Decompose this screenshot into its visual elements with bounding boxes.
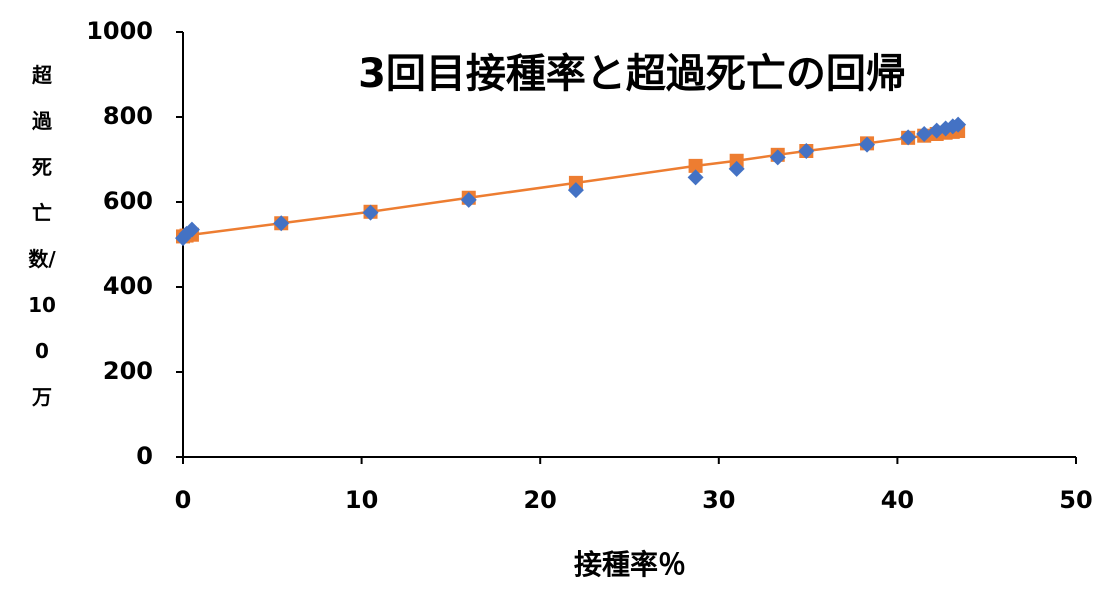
diamond-marker [769, 149, 786, 166]
square-marker [729, 153, 744, 168]
y-tick-label: 800 [103, 102, 153, 130]
y-tick-label: 0 [136, 442, 153, 470]
diamond-marker [859, 136, 876, 153]
x-axis-title: 接種率％ [574, 548, 686, 581]
y-axis-title: 超過死亡数/100万 [28, 63, 56, 409]
diamond-marker [273, 215, 290, 232]
diamond-marker [728, 160, 745, 177]
x-tick-label: 30 [702, 486, 735, 514]
x-tick-label: 40 [881, 486, 914, 514]
diamond-marker [950, 116, 967, 133]
x-tick-label: 0 [175, 486, 192, 514]
y-tick-label: 200 [103, 357, 153, 385]
y-tick-label: 1000 [86, 17, 153, 45]
x-tick-label: 10 [345, 486, 378, 514]
diamond-marker [567, 182, 584, 199]
diamond-marker [900, 129, 917, 146]
diamond-marker [460, 191, 477, 208]
chart-title: 3回目接種率と超過死亡の回帰 [358, 51, 906, 97]
y-tick-label: 400 [103, 272, 153, 300]
diamond-marker [687, 169, 704, 186]
diamond-marker [362, 204, 379, 221]
square-marker [688, 158, 703, 173]
diamond-marker [928, 122, 945, 139]
diamond-marker [798, 143, 815, 159]
x-tick-label: 50 [1059, 486, 1092, 514]
x-tick-label: 20 [523, 486, 556, 514]
diamond-marker [183, 221, 200, 238]
diamond-marker [916, 126, 933, 142]
y-tick-label: 600 [103, 187, 153, 215]
diamond-marker [937, 120, 954, 137]
